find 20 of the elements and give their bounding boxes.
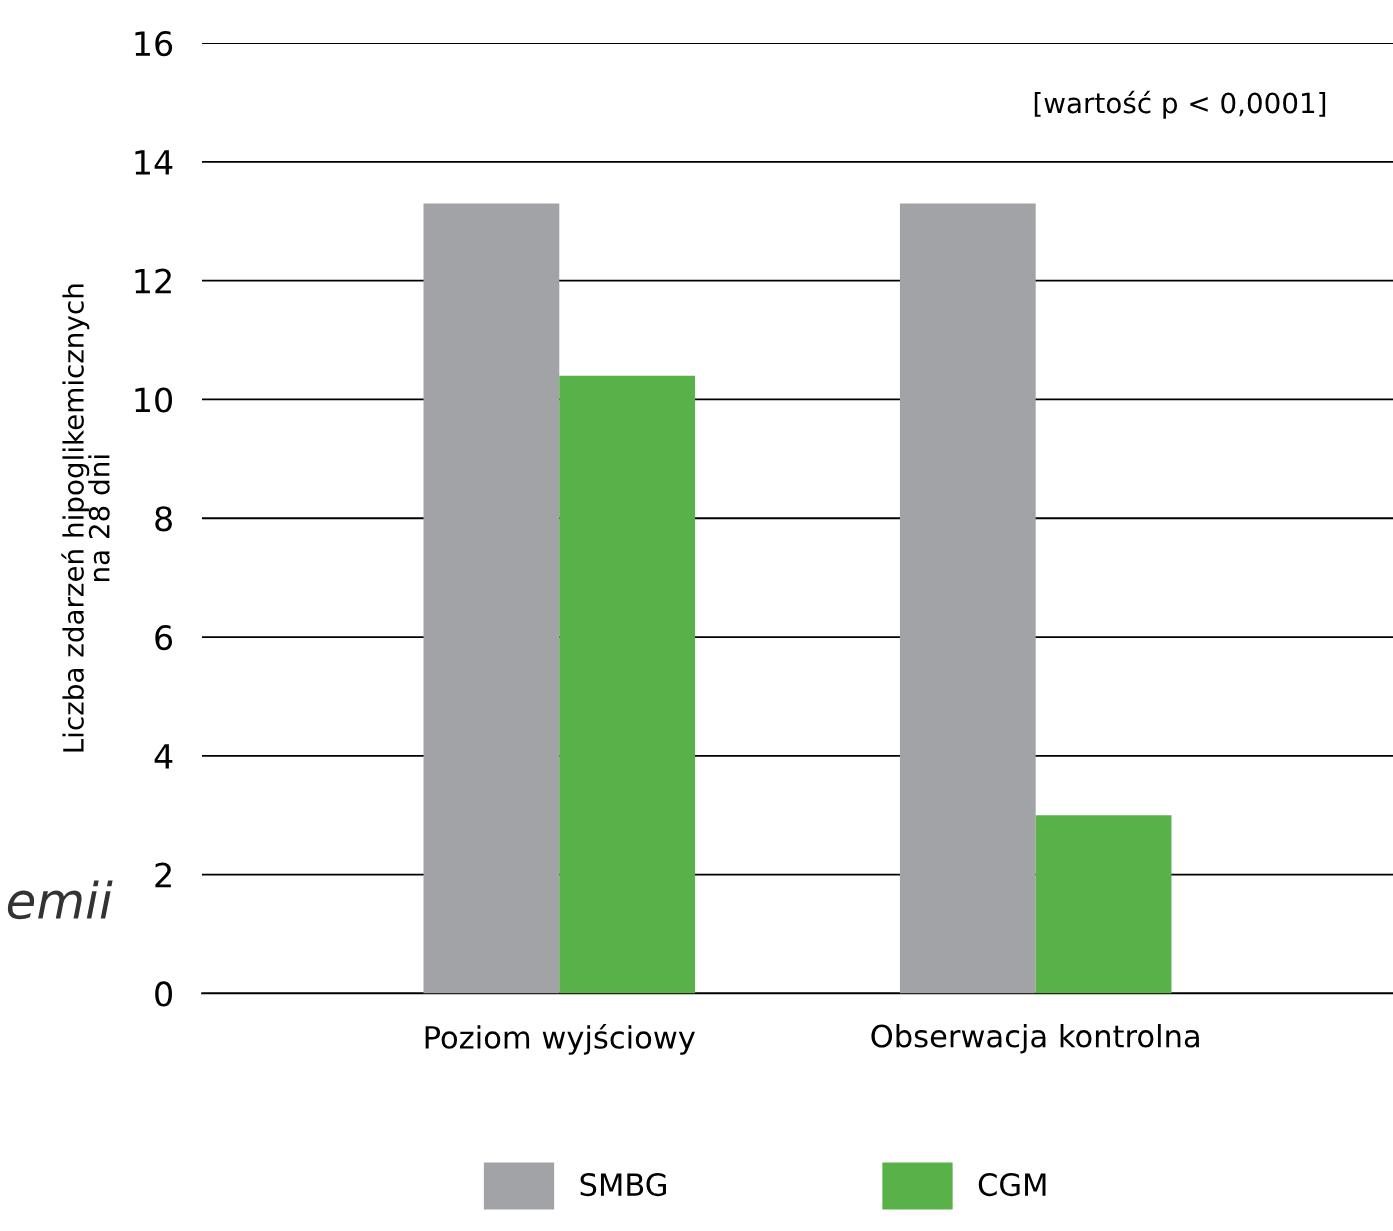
y-tick-label: 6 — [155, 624, 173, 651]
y-tick-label: 10 — [135, 387, 172, 413]
legend-label: SMBG — [580, 1173, 666, 1197]
bar — [899, 203, 1036, 994]
y-tick-label: 0 — [155, 981, 172, 1007]
y-tick-label: 4 — [154, 744, 173, 769]
bar — [1035, 815, 1172, 994]
y-tick-label: 8 — [155, 506, 172, 532]
x-tick-label: Poziom wyjściowy — [425, 1023, 696, 1055]
y-axis-title: Liczba zdarzeń hipoglikemicznych na 28 dni — [61, 284, 110, 752]
annotation: [wartość p < 0,0001] — [1034, 90, 1326, 119]
y-tick-label: 12 — [135, 268, 171, 294]
y-tick-label: 14 — [135, 150, 173, 175]
bar — [559, 375, 696, 994]
bar — [423, 203, 560, 994]
y-tick-label: 16 — [135, 31, 173, 57]
text: emii — [7, 880, 113, 920]
legend-label: CGM — [978, 1173, 1046, 1197]
x-tick-label: Obserwacja kontrolna — [871, 1023, 1199, 1054]
y-tick-label: 2 — [155, 862, 171, 888]
